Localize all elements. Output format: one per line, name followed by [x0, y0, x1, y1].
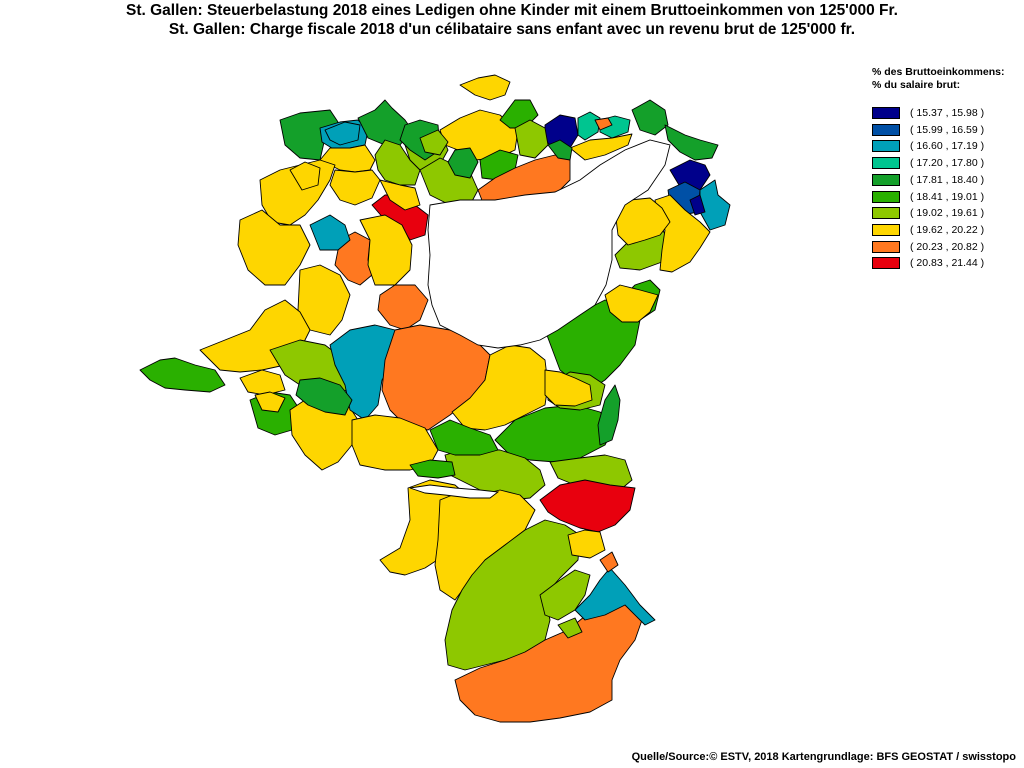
- municipality-5: [374, 139, 421, 186]
- municipality-27: [329, 169, 381, 206]
- legend-item: ( 19.02 , 19.61 ): [872, 206, 984, 220]
- legend-swatch: [872, 140, 900, 153]
- legend-swatch: [872, 173, 900, 186]
- municipality-9: [439, 109, 519, 161]
- municipality-37: [699, 179, 731, 231]
- legend-item: ( 20.83 , 21.44 ): [872, 256, 984, 270]
- municipality-34: [309, 214, 351, 251]
- municipality-10: [447, 147, 479, 179]
- legend-header-de: % des Bruttoeinkommens:: [872, 66, 1005, 78]
- lake-walensee: [409, 484, 500, 499]
- legend-item: ( 17.20 , 17.80 ): [872, 156, 984, 170]
- legend-label: ( 18.41 , 19.01 ): [910, 190, 985, 203]
- municipality-68: [599, 551, 619, 573]
- legend-item: ( 18.41 , 19.01 ): [872, 190, 984, 204]
- legend-label: ( 20.23 , 20.82 ): [910, 240, 985, 253]
- municipality-66: [574, 567, 656, 626]
- legend-item: ( 15.37 , 15.98 ): [872, 106, 984, 120]
- municipality-58: [409, 459, 456, 479]
- municipality-38: [689, 194, 706, 216]
- municipality-64: [539, 569, 591, 621]
- municipality-43: [239, 369, 286, 396]
- legend-label: ( 17.81 , 18.40 ): [910, 173, 985, 186]
- municipality-65: [567, 529, 606, 559]
- legend-swatch: [872, 207, 900, 220]
- legend-item: ( 15.99 , 16.59 ): [872, 123, 984, 137]
- municipality-47: [295, 377, 353, 416]
- municipality-29: [237, 209, 311, 286]
- municipality-70: [419, 129, 449, 156]
- legend-swatch: [872, 157, 900, 170]
- legend-swatch: [872, 123, 900, 136]
- municipality-75: [544, 369, 593, 407]
- municipality-74: [604, 284, 659, 323]
- municipality-67: [557, 617, 583, 639]
- municipality-14: [594, 117, 613, 131]
- legend-label: ( 15.37 , 15.98 ): [910, 107, 985, 119]
- legend-label: ( 16.60 , 17.19 ): [910, 140, 985, 153]
- municipality-17: [569, 133, 633, 161]
- legend-item: ( 19.62 , 20.22 ): [872, 223, 984, 237]
- source-credit: Quelle/Source:© ESTV, 2018 Kartengrundla…: [631, 751, 1016, 763]
- municipality-73: [614, 197, 671, 246]
- municipality-59: [597, 384, 621, 446]
- legend-swatch: [872, 107, 900, 119]
- municipality-16: [664, 124, 719, 161]
- municipality-12: [577, 111, 601, 141]
- municipality-39: [139, 357, 226, 393]
- municipality-61: [539, 479, 636, 533]
- municipality-22: [459, 74, 511, 101]
- municipality-72: [654, 194, 711, 273]
- municipality-31: [359, 214, 413, 286]
- legend-swatch: [872, 223, 900, 236]
- municipality-76: [254, 391, 286, 413]
- municipality-32: [377, 284, 429, 331]
- municipality-18: [324, 121, 361, 146]
- legend-swatch: [872, 190, 900, 203]
- legend-swatch: [872, 240, 900, 253]
- map-title-de: St. Gallen: Steuerbelastung 2018 eines L…: [125, 2, 898, 19]
- legend-item: ( 20.23 , 20.82 ): [872, 240, 984, 254]
- legend-header-fr: % du salaire brut:: [872, 79, 961, 91]
- municipality-20: [514, 119, 549, 159]
- municipality-49: [549, 454, 633, 491]
- legend-label: ( 19.62 , 20.22 ): [910, 223, 985, 236]
- municipality-28: [379, 179, 421, 211]
- municipality-45: [329, 324, 399, 421]
- municipality-24: [547, 139, 573, 161]
- municipality-15: [631, 99, 669, 136]
- legend-swatch: [872, 257, 900, 270]
- legend-label: ( 20.83 , 21.44 ): [910, 257, 985, 270]
- legend-label: ( 17.20 , 17.80 ): [910, 157, 985, 170]
- municipality-63: [454, 599, 643, 723]
- legend-item: ( 16.60 , 17.19 ): [872, 139, 984, 153]
- map-title-fr: St. Gallen: Charge fiscale 2018 d'un cél…: [168, 21, 856, 38]
- municipality-69: [289, 161, 321, 191]
- legend-label: ( 19.02 , 19.61 ): [910, 207, 985, 220]
- lake: [427, 139, 671, 349]
- municipality-55: [429, 419, 499, 456]
- municipality-54: [451, 344, 549, 431]
- legend-item: ( 17.81 , 18.40 ): [872, 173, 984, 187]
- legend-label: ( 15.99 , 16.59 ): [910, 123, 985, 136]
